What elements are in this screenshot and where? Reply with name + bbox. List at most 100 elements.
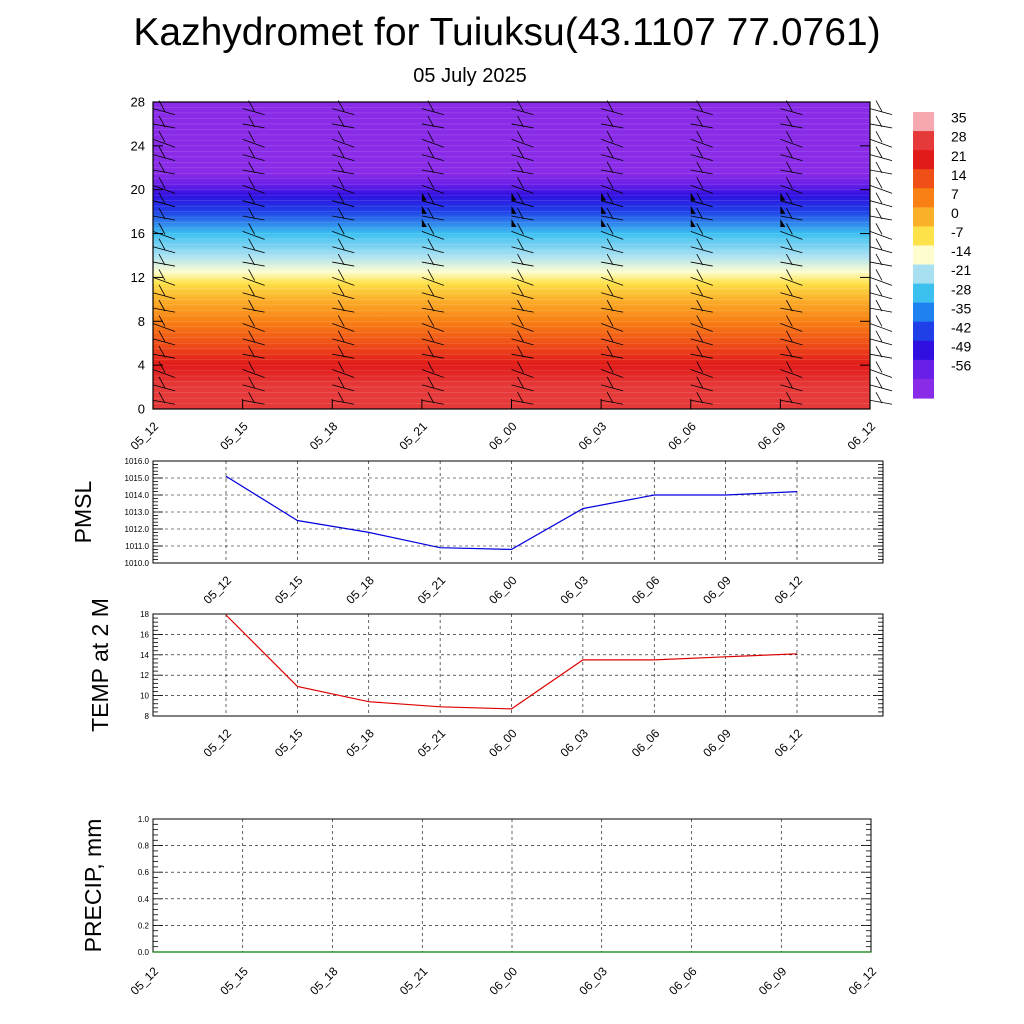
x-tick-label: 05_15: [272, 573, 306, 607]
wind-barb: [780, 231, 803, 240]
colorbar-label: 14: [951, 167, 967, 183]
wind-barb-flag: [517, 345, 524, 358]
wind-barb: [869, 154, 893, 162]
wind-barb: [152, 292, 176, 300]
y-tick-label: 24: [131, 138, 145, 153]
wind-barb-flag: [696, 330, 704, 343]
wind-barb-flag: [517, 192, 524, 204]
wind-barb-flag: [786, 177, 793, 189]
wind-barb-flag: [696, 207, 704, 220]
wind-barb: [242, 154, 265, 162]
wind-barb-flag: [158, 161, 166, 174]
wind-barb-flag: [875, 100, 883, 112]
wind-barb-flag: [696, 161, 704, 174]
wind-barb-column: [780, 100, 803, 405]
y-tick-label: 1011.0: [125, 542, 149, 551]
wind-barb-flag: [158, 192, 166, 204]
wind-barb-flag: [158, 392, 166, 404]
wind-barb-flag: [606, 376, 614, 389]
wind-barb-column: [242, 100, 265, 405]
wind-pennant: [511, 218, 517, 227]
wind-barb: [511, 200, 534, 208]
wind-barb-flag: [427, 177, 435, 189]
x-tick-label: 05_18: [343, 726, 377, 760]
x-tick-label: 06_03: [557, 573, 591, 607]
wind-barb: [152, 184, 176, 194]
y-tick-label: 0: [138, 402, 145, 417]
y-tick-label: 4: [138, 358, 145, 373]
wind-barb-flag: [875, 115, 883, 128]
wind-barb: [690, 384, 713, 392]
wind-barb-flag: [248, 376, 255, 389]
wind-barb-flag: [696, 299, 704, 312]
x-tick-label: 05_12: [128, 419, 162, 453]
wind-barb-flag: [427, 315, 435, 327]
wind-barb: [511, 292, 534, 300]
wind-pennant: [780, 205, 786, 214]
colorbar-swatch: [913, 245, 934, 266]
wind-barb: [511, 108, 534, 115]
wind-barb-flag: [337, 192, 345, 204]
wind-barb-flag: [248, 146, 255, 158]
x-tick-label: 06_09: [756, 964, 790, 998]
wind-pennant: [421, 205, 427, 214]
wind-barb-flag: [337, 253, 345, 266]
wind-barb-flag: [786, 299, 793, 312]
wind-barb-flag: [158, 177, 166, 189]
colorbar-swatch: [913, 321, 934, 342]
wind-barb-flag: [517, 115, 524, 128]
wind-barb-flag: [517, 238, 524, 250]
wind-barb-flag: [427, 146, 435, 158]
wind-barb: [690, 231, 713, 240]
wind-pennant: [780, 218, 786, 227]
wind-barb: [601, 246, 624, 254]
colorbar-label: -14: [951, 243, 971, 259]
wind-barb-flag: [517, 361, 524, 373]
wind-barb-flag: [427, 192, 435, 204]
wind-barb: [690, 369, 713, 378]
wind-barb-flag: [248, 299, 255, 312]
wind-barb: [511, 384, 534, 392]
pmsl-panel: 1010.0 1011.0 1012.0 1013.0 1014.0 1015.0 1016…: [70, 457, 884, 607]
wind-barb-flag: [606, 392, 614, 404]
wind-barb-flag: [606, 192, 614, 204]
wind-barb: [332, 338, 355, 346]
wind-barb: [869, 338, 893, 346]
x-tick-label: 06_12: [772, 573, 806, 607]
wind-barb: [332, 292, 355, 300]
x-tick-label: 06_00: [486, 419, 520, 453]
wind-barb: [242, 200, 265, 208]
colorbar-label: 7: [951, 186, 959, 202]
x-tick-label: 06_03: [576, 964, 610, 998]
x-tick-label: 05_18: [343, 573, 377, 607]
wind-barb: [600, 369, 624, 378]
wind-barb-flag: [875, 131, 883, 143]
x-tick-label: 05_21: [397, 964, 431, 998]
wind-barb-flag: [696, 146, 704, 158]
wind-barb-flag: [875, 177, 883, 189]
x-tick-label: 06_00: [486, 726, 520, 760]
wind-barb: [690, 292, 713, 300]
wind-pennant: [421, 192, 427, 201]
wind-barb-flag: [248, 177, 255, 189]
wind-barb: [511, 184, 534, 194]
x-tick-label: 05_15: [217, 964, 251, 998]
wind-barb-flag: [427, 131, 435, 143]
wind-barb-flag: [786, 284, 793, 296]
wind-barb-flag: [517, 315, 524, 327]
wind-barb-flag: [248, 115, 255, 128]
wind-barb: [511, 154, 534, 162]
wind-barb-flag: [696, 284, 704, 296]
wind-barb-flag: [517, 253, 524, 266]
wind-barb: [332, 369, 355, 378]
wind-barb-flag: [786, 192, 793, 204]
y-axis-label: TEMP at 2 M: [87, 598, 113, 732]
wind-barb-flag: [606, 177, 614, 189]
wind-barb-flag: [875, 361, 883, 373]
wind-barb-flag: [786, 361, 793, 373]
series-line: [225, 614, 798, 710]
wind-barb-flag: [427, 253, 435, 266]
wind-barb-flag: [337, 299, 345, 312]
colorbar-label: -49: [951, 338, 971, 354]
x-tick-label: 05_15: [217, 419, 251, 453]
